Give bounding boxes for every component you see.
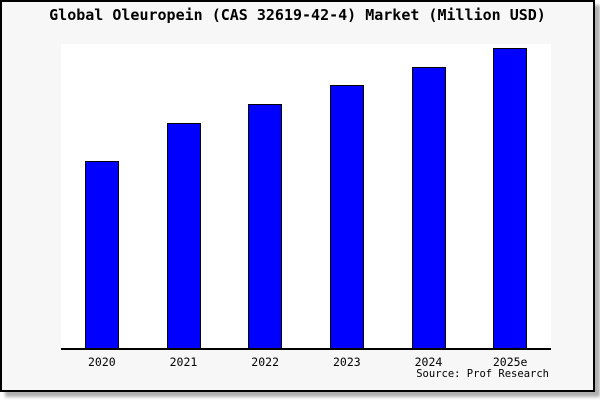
bar-2022 [248,104,283,348]
bar-2020 [84,161,119,348]
x-axis-labels: 2020 2021 2022 2023 2024 2025e [2,2,593,390]
x-tick-label-2022: 2022 [251,355,279,369]
bar-2025e [493,48,528,348]
source-note: Source: Prof Research [416,368,549,380]
x-tick-label-2024: 2024 [414,355,443,369]
x-tick-label-2020: 2020 [87,355,116,369]
bar-2021 [166,123,201,348]
plot-area [61,44,551,350]
x-tick-label-2021: 2021 [169,355,198,369]
chart-title: Global Oleuropein (CAS 32619-42-4) Marke… [49,6,546,24]
chart-frame: Global Oleuropein (CAS 32619-42-4) Marke… [0,0,595,392]
bar-2023 [329,85,364,348]
x-tick-label-2025e: 2025e [492,355,528,369]
bar-2024 [411,67,446,348]
x-tick-label-2023: 2023 [332,355,361,369]
